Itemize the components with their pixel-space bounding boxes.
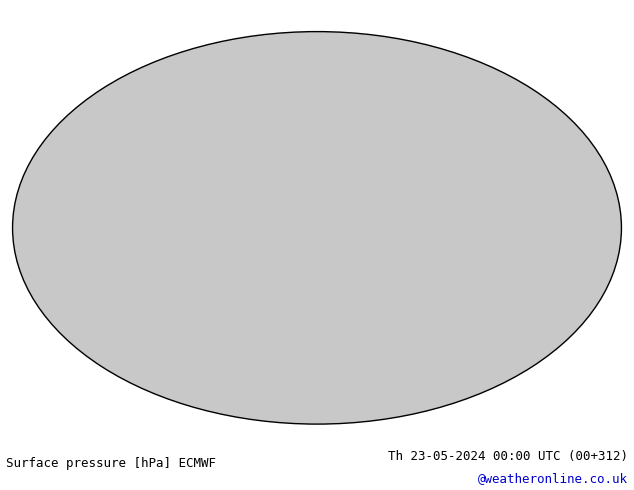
Text: Th 23-05-2024 00:00 UTC (00+312): Th 23-05-2024 00:00 UTC (00+312) <box>387 450 628 463</box>
Ellipse shape <box>13 31 621 424</box>
Text: @weatheronline.co.uk: @weatheronline.co.uk <box>477 472 628 485</box>
Text: Surface pressure [hPa] ECMWF: Surface pressure [hPa] ECMWF <box>6 457 216 470</box>
